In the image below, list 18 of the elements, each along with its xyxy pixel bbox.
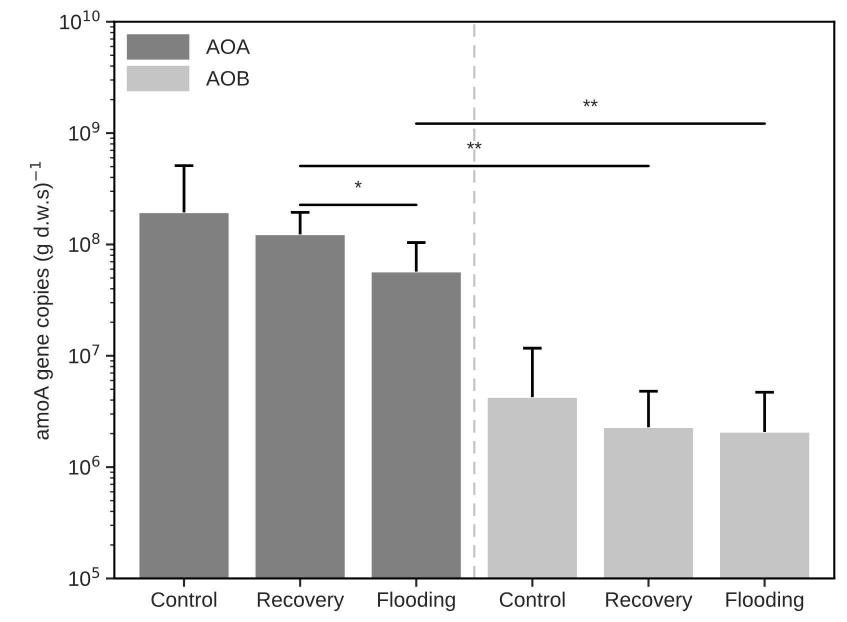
x-tick-label: Flooding <box>378 592 455 612</box>
annotation: ** <box>467 142 482 149</box>
y-tick-label: 10$^{6}$ <box>69 456 100 475</box>
annotation: ** <box>583 100 598 106</box>
y-tick-label: 10$^{10}$ <box>60 10 100 30</box>
legend-label: AOA <box>206 39 250 54</box>
annotation: * <box>354 180 362 188</box>
y-axis-title: amoA gene copies (g d.w.s)$^{−1}$ <box>30 162 53 440</box>
x-tick-label: Recovery <box>606 592 692 612</box>
x-tick-label: Flooding <box>726 592 804 612</box>
y-tick-label: 10$^{5}$ <box>69 567 100 586</box>
legend-label: AOB <box>206 70 249 86</box>
y-tick-label: 10$^{7}$ <box>69 344 100 364</box>
x-tick-label: Control <box>500 592 565 607</box>
y-tick-label: 10$^{9}$ <box>69 122 100 141</box>
y-tick-label: 10$^{8}$ <box>69 233 100 252</box>
x-tick-label: Recovery <box>258 592 344 612</box>
x-tick-label: Control <box>152 592 216 607</box>
